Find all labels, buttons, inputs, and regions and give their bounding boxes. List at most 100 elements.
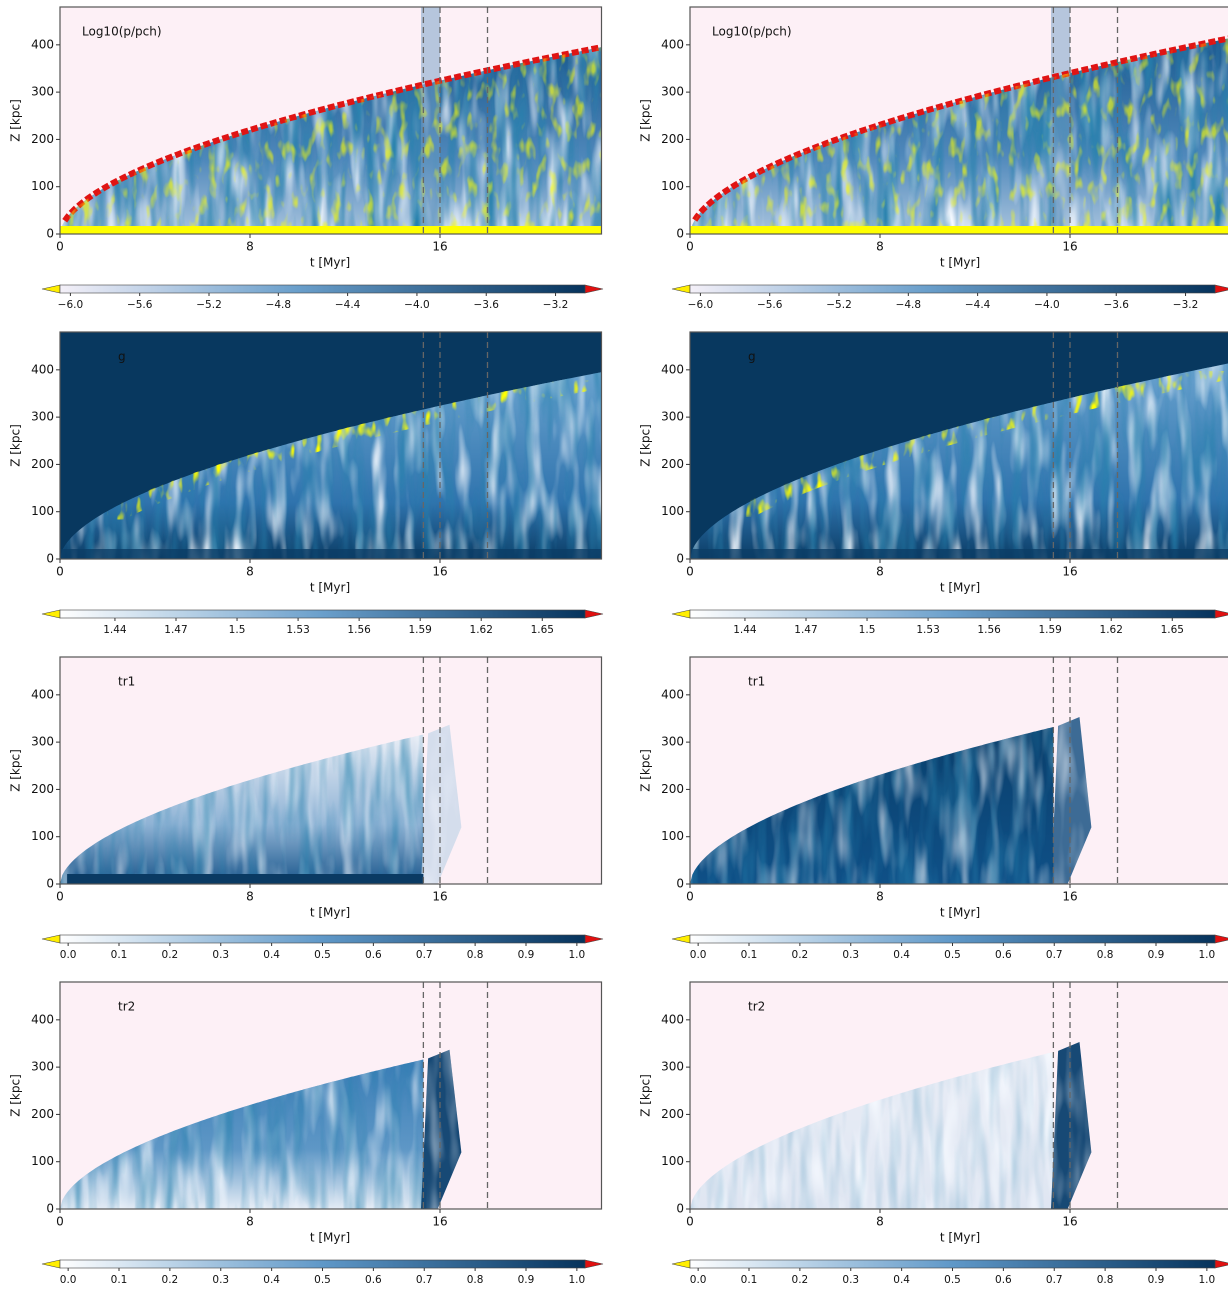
x-tick-label: 0 [686,890,694,904]
colorbar-extension [584,1259,604,1269]
x-tick-label: 8 [876,890,884,904]
plot-frame [59,6,603,235]
y-tick-label: 0 [46,552,54,566]
colorbar-tick-label: 1.0 [569,949,586,961]
panel-label: tr1 [118,675,135,689]
colorbar-extension [1214,609,1228,619]
colorbar-tick-label: 0.8 [467,1274,484,1286]
x-tick-label: 16 [1062,890,1077,904]
texture [60,734,424,884]
colorbar [59,1259,586,1269]
panel-label: tr1 [748,675,765,689]
colorbar-tick-label: 0.5 [314,949,331,961]
x-axis-label: t [Myr] [310,256,350,270]
y-tick-label: 300 [661,735,684,749]
colorbar-tick-label: −4.0 [1034,299,1060,311]
y-axis-label: Z [kpc] [639,1074,653,1117]
x-tick-label: 0 [56,240,64,254]
colorbar-extension [584,609,604,619]
base-strip [690,549,1228,559]
y-tick-label: 400 [661,362,684,376]
x-axis-label: t [Myr] [310,1231,350,1245]
colorbar-tick-label: 0.0 [690,1274,707,1286]
y-axis-label: Z [kpc] [9,424,23,467]
y-tick-label: 0 [676,1202,684,1216]
colorbar-tick-label: 1.5 [229,624,246,636]
x-tick-label: 0 [56,1215,64,1229]
plot-frame [689,656,1228,885]
y-tick-label: 400 [661,37,684,51]
y-tick-label: 100 [31,1154,54,1168]
texture [1051,1042,1092,1209]
heatmap [690,657,1228,884]
y-tick-label: 100 [31,829,54,843]
colorbar-tick-label: 1.53 [916,624,939,636]
front [733,363,1228,524]
colorbar-tick-label: 0.1 [741,1274,758,1286]
colorbar-tick-label: −5.6 [127,299,153,311]
colorbar-tick-label: −4.8 [266,299,292,311]
panel: 0 100 200 300 400 0 8 16 t [Myr] Z [kpc] tr2 0.0 0.1… [639,981,1228,1286]
colorbar [59,934,586,944]
heatmap [60,982,602,1209]
x-axis-label: t [Myr] [940,581,980,595]
y-tick-label: 400 [661,687,684,701]
panel: 0 100 200 300 400 0 8 16 t [Myr] Z [kpc] tr1 0.0 0.1… [9,656,604,961]
colorbar-tick-label: −3.2 [1173,299,1199,311]
y-tick-label: 200 [31,782,54,796]
heatmap [60,332,602,559]
x-tick-label: 8 [876,1215,884,1229]
y-tick-label: 300 [661,85,684,99]
colorbar-tick-label: 0.3 [212,949,229,961]
colorbar-extension [1214,1259,1228,1269]
y-axis-label: Z [kpc] [9,749,23,792]
panel-label: g [748,350,756,364]
colorbar-tick-label: 1.47 [164,624,187,636]
x-axis-label: t [Myr] [940,1231,980,1245]
y-tick-label: 400 [31,362,54,376]
colorbar-extension [671,609,691,619]
x-axis-label: t [Myr] [310,906,350,920]
colorbar-tick-label: 0.9 [1148,949,1165,961]
y-axis-label: Z [kpc] [639,99,653,142]
colorbar-tick-label: 0.5 [944,1274,961,1286]
plot-frame [689,981,1228,1210]
colorbar-tick-label: 0.8 [467,949,484,961]
x-tick-label: 16 [432,565,447,579]
y-tick-label: 0 [46,877,54,891]
colorbar [689,934,1216,944]
x-tick-label: 16 [1062,240,1077,254]
heatmap [690,982,1228,1209]
x-tick-label: 16 [432,240,447,254]
colorbar-tick-label: 0.2 [792,949,809,961]
colorbar-tick-label: 0.3 [212,1274,229,1286]
colorbar [59,284,586,294]
x-tick-label: 0 [686,240,694,254]
plot-frame [59,331,603,560]
y-tick-label: 300 [31,85,54,99]
panel: 0 100 200 300 400 0 8 16 t [Myr] Z [kpc] tr2 0.0 0.1… [9,981,604,1286]
panel: 0 100 200 300 400 0 8 16 t [Myr] Z [kpc] g 1.44 1.47… [639,331,1228,636]
x-tick-label: 8 [246,565,254,579]
y-tick-label: 400 [661,1012,684,1026]
colorbar-tick-label: 1.59 [408,624,431,636]
colorbar-tick-label: 1.44 [103,624,127,636]
colorbar-tick-label: −4.8 [896,299,922,311]
colorbar-tick-label: −6.0 [688,299,714,311]
panel-label: tr2 [748,1000,765,1014]
colorbar-extension [671,1259,691,1269]
panel: 0 100 200 300 400 0 8 16 t [Myr] Z [kpc] g 1.44 1.47… [9,331,604,636]
colorbar-tick-label: −4.4 [335,299,361,311]
colorbar-tick-label: −5.6 [757,299,783,311]
x-axis-label: t [Myr] [940,256,980,270]
colorbar-tick-label: 1.62 [1100,624,1123,636]
colorbar-extension [671,934,691,944]
colorbar-tick-label: −5.2 [196,299,222,311]
y-tick-label: 300 [31,1060,54,1074]
colorbar-tick-label: 0.4 [893,1274,910,1286]
colorbar-tick-label: −4.0 [404,299,430,311]
plot-frame [689,6,1228,235]
colorbar-tick-label: 1.44 [733,624,757,636]
colorbar-tick-label: −3.6 [1103,299,1129,311]
